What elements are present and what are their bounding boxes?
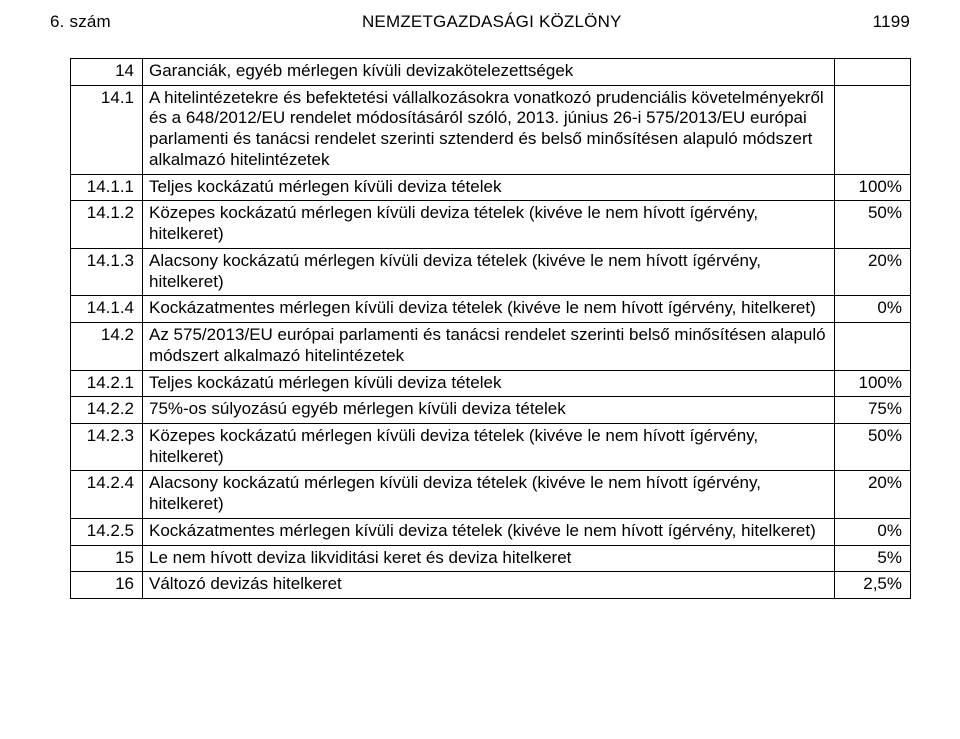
row-code: 14.1.3 (71, 248, 143, 295)
row-value: 75% (835, 397, 911, 424)
table-row: 14.2.275%-os súlyozású egyéb mérlegen kí… (71, 397, 911, 424)
row-value: 20% (835, 471, 911, 518)
row-description: Közepes kockázatú mérlegen kívüli deviza… (143, 201, 835, 248)
row-description: Le nem hívott deviza likviditási keret é… (143, 545, 835, 572)
row-code: 14.2.3 (71, 424, 143, 471)
row-code: 15 (71, 545, 143, 572)
row-code: 14.2.1 (71, 370, 143, 397)
table-row: 14.2.1Teljes kockázatú mérlegen kívüli d… (71, 370, 911, 397)
row-description: Változó devizás hitelkeret (143, 572, 835, 599)
row-description: 75%-os súlyozású egyéb mérlegen kívüli d… (143, 397, 835, 424)
page-header: 6. szám NEMZETGAZDASÁGI KÖZLÖNY 1199 (48, 12, 912, 58)
header-left: 6. szám (50, 12, 111, 32)
table-row: 14.2Az 575/2013/EU európai parlamenti és… (71, 323, 911, 370)
row-description: Kockázatmentes mérlegen kívüli deviza té… (143, 296, 835, 323)
table-row: 14.2.5Kockázatmentes mérlegen kívüli dev… (71, 518, 911, 545)
row-code: 14.1 (71, 85, 143, 174)
row-value: 100% (835, 174, 911, 201)
row-description: Alacsony kockázatú mérlegen kívüli deviz… (143, 471, 835, 518)
table-row: 16Változó devizás hitelkeret2,5% (71, 572, 911, 599)
row-description: Közepes kockázatú mérlegen kívüli deviza… (143, 424, 835, 471)
row-code: 14.1.1 (71, 174, 143, 201)
row-value: 20% (835, 248, 911, 295)
row-code: 14.2.2 (71, 397, 143, 424)
row-code: 14.2.5 (71, 518, 143, 545)
table-row: 14.1.4Kockázatmentes mérlegen kívüli dev… (71, 296, 911, 323)
row-code: 14.2 (71, 323, 143, 370)
row-value: 5% (835, 545, 911, 572)
row-description: Teljes kockázatú mérlegen kívüli deviza … (143, 370, 835, 397)
row-description: Kockázatmentes mérlegen kívüli deviza té… (143, 518, 835, 545)
row-value: 0% (835, 296, 911, 323)
row-description: Alacsony kockázatú mérlegen kívüli deviz… (143, 248, 835, 295)
table-row: 14.1A hitelintézetekre és befektetési vá… (71, 85, 911, 174)
table-row: 14.1.2Közepes kockázatú mérlegen kívüli … (71, 201, 911, 248)
row-value: 50% (835, 424, 911, 471)
row-description: Az 575/2013/EU európai parlamenti és tan… (143, 323, 835, 370)
row-code: 16 (71, 572, 143, 599)
row-value: 50% (835, 201, 911, 248)
header-center: NEMZETGAZDASÁGI KÖZLÖNY (111, 12, 873, 32)
regulation-table: 14Garanciák, egyéb mérlegen kívüli deviz… (70, 58, 911, 599)
row-value (835, 323, 911, 370)
row-value: 0% (835, 518, 911, 545)
row-description: Garanciák, egyéb mérlegen kívüli devizak… (143, 59, 835, 86)
row-code: 14.2.4 (71, 471, 143, 518)
row-description: A hitelintézetekre és befektetési vállal… (143, 85, 835, 174)
row-value: 100% (835, 370, 911, 397)
row-description: Teljes kockázatú mérlegen kívüli deviza … (143, 174, 835, 201)
table-row: 14.2.4Alacsony kockázatú mérlegen kívüli… (71, 471, 911, 518)
table-row: 14.1.1Teljes kockázatú mérlegen kívüli d… (71, 174, 911, 201)
row-code: 14.1.2 (71, 201, 143, 248)
table-row: 14.2.3Közepes kockázatú mérlegen kívüli … (71, 424, 911, 471)
row-value (835, 59, 911, 86)
row-code: 14 (71, 59, 143, 86)
document-page: 6. szám NEMZETGAZDASÁGI KÖZLÖNY 1199 14G… (0, 0, 960, 739)
row-code: 14.1.4 (71, 296, 143, 323)
table-row: 14Garanciák, egyéb mérlegen kívüli deviz… (71, 59, 911, 86)
row-value (835, 85, 911, 174)
table-row: 15Le nem hívott deviza likviditási keret… (71, 545, 911, 572)
header-right: 1199 (873, 12, 910, 32)
table-row: 14.1.3Alacsony kockázatú mérlegen kívüli… (71, 248, 911, 295)
row-value: 2,5% (835, 572, 911, 599)
